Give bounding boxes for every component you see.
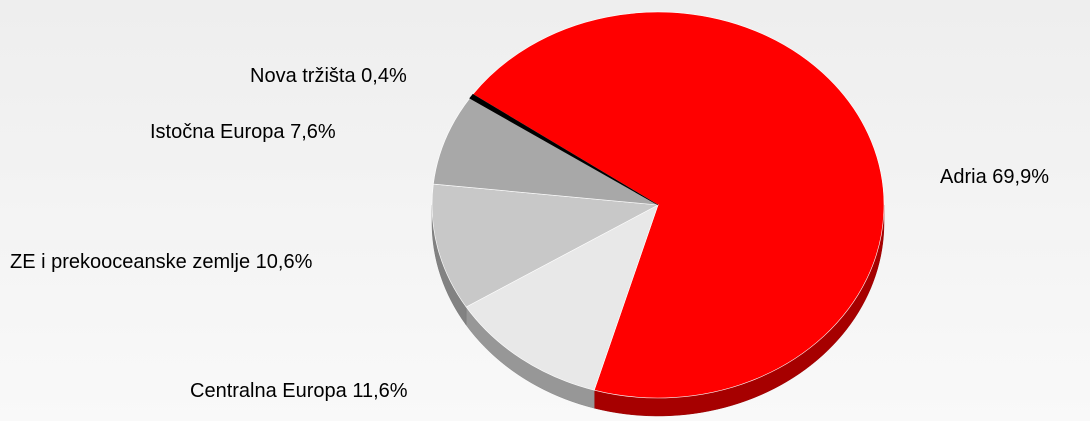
slice <box>432 97 659 206</box>
category-label: Nova tržišta <box>250 65 356 87</box>
slice-label: Adria 69,9% <box>940 166 1049 188</box>
slice <box>469 93 659 206</box>
value-label: 69,9% <box>992 166 1049 188</box>
slice-label: Centralna Europa 11,6% <box>190 380 408 402</box>
category-label: Centralna Europa <box>190 380 348 402</box>
value-label: 7,6% <box>290 121 336 143</box>
value-label: 0,4% <box>361 65 407 87</box>
slice-label: Nova tržišta 0,4% <box>250 65 407 87</box>
category-label: ZE i prekooceanske zemlje <box>10 251 250 273</box>
slice <box>472 11 885 399</box>
value-label: 11,6% <box>352 380 407 402</box>
value-label: 10,6% <box>256 251 313 273</box>
slice-label: ZE i prekooceanske zemlje 10,6% <box>10 251 313 273</box>
category-label: Adria <box>940 166 988 188</box>
category-label: Istočna Europa <box>150 121 285 143</box>
slice <box>431 183 660 308</box>
slice <box>465 204 659 391</box>
slice-label: Istočna Europa 7,6% <box>150 121 336 143</box>
